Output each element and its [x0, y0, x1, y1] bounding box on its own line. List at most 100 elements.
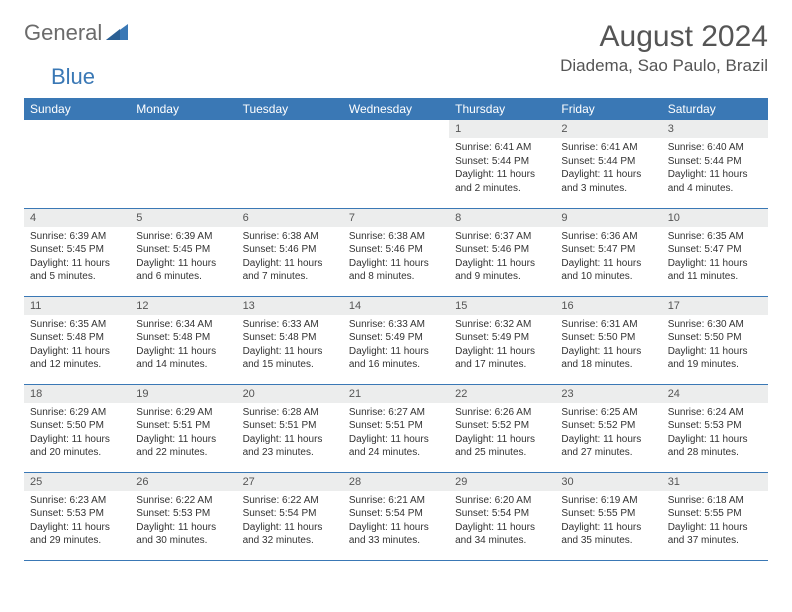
daylight-text: Daylight: 11 hours and 2 minutes. — [455, 168, 549, 195]
day-details: Sunrise: 6:33 AMSunset: 5:48 PMDaylight:… — [237, 315, 343, 376]
day-number: 20 — [237, 385, 343, 403]
daylight-text: Daylight: 11 hours and 11 minutes. — [668, 257, 762, 284]
daylight-text: Daylight: 11 hours and 20 minutes. — [30, 433, 124, 460]
calendar-day-cell: 24Sunrise: 6:24 AMSunset: 5:53 PMDayligh… — [662, 384, 768, 472]
calendar-week-row: 11Sunrise: 6:35 AMSunset: 5:48 PMDayligh… — [24, 296, 768, 384]
brand-triangle-icon — [106, 22, 128, 45]
day-number: 14 — [343, 297, 449, 315]
calendar-day-cell: 22Sunrise: 6:26 AMSunset: 5:52 PMDayligh… — [449, 384, 555, 472]
day-number: 18 — [24, 385, 130, 403]
sunrise-text: Sunrise: 6:37 AM — [455, 230, 549, 244]
calendar-day-cell: 10 Sunrise: 6:35 AMSunset: 5:47 PMDayligh… — [662, 208, 768, 296]
day-number: 13 — [237, 297, 343, 315]
calendar-day-cell: 1Sunrise: 6:41 AMSunset: 5:44 PMDaylight… — [449, 120, 555, 208]
day-details: Sunrise: 6:26 AMSunset: 5:52 PMDaylight:… — [449, 403, 555, 464]
day-number: 31 — [662, 473, 768, 491]
sunset-text: Sunset: 5:51 PM — [136, 419, 230, 433]
day-details: Sunrise: 6:30 AMSunset: 5:50 PMDaylight:… — [662, 315, 768, 376]
sunrise-text: Sunrise: 6:32 AM — [455, 318, 549, 332]
day-details: Sunrise: 6:33 AMSunset: 5:49 PMDaylight:… — [343, 315, 449, 376]
sunrise-text: Sunrise: 6:38 AM — [349, 230, 443, 244]
calendar-day-cell: 27Sunrise: 6:22 AMSunset: 5:54 PMDayligh… — [237, 472, 343, 560]
sunrise-text: Sunrise: 6:34 AM — [136, 318, 230, 332]
day-details: Sunrise: 6:28 AMSunset: 5:51 PMDaylight:… — [237, 403, 343, 464]
day-number — [130, 120, 236, 126]
day-number: 2 — [555, 120, 661, 138]
calendar-day-cell: 4Sunrise: 6:39 AMSunset: 5:45 PMDaylight… — [24, 208, 130, 296]
calendar-header-row: SundayMondayTuesdayWednesdayThursdayFrid… — [24, 98, 768, 120]
sunrise-text: Sunrise: 6:35 AM — [668, 230, 762, 244]
day-number: 5 — [130, 209, 236, 227]
sunset-text: Sunset: 5:49 PM — [455, 331, 549, 345]
sunrise-text: Sunrise: 6:41 AM — [455, 141, 549, 155]
day-number: 11 — [24, 297, 130, 315]
sunrise-text: Sunrise: 6:35 AM — [30, 318, 124, 332]
weekday-header: Friday — [555, 98, 661, 120]
sunset-text: Sunset: 5:52 PM — [455, 419, 549, 433]
daylight-text: Daylight: 11 hours and 3 minutes. — [561, 168, 655, 195]
daylight-text: Daylight: 11 hours and 14 minutes. — [136, 345, 230, 372]
sunrise-text: Sunrise: 6:26 AM — [455, 406, 549, 420]
calendar-day-cell: 16Sunrise: 6:31 AMSunset: 5:50 PMDayligh… — [555, 296, 661, 384]
sunrise-text: Sunrise: 6:36 AM — [561, 230, 655, 244]
calendar-day-cell: 18Sunrise: 6:29 AMSunset: 5:50 PMDayligh… — [24, 384, 130, 472]
month-title: August 2024 — [560, 20, 768, 54]
sunrise-text: Sunrise: 6:27 AM — [349, 406, 443, 420]
sunset-text: Sunset: 5:51 PM — [243, 419, 337, 433]
calendar-day-cell — [343, 120, 449, 208]
brand-part1: General — [24, 20, 102, 46]
daylight-text: Daylight: 11 hours and 17 minutes. — [455, 345, 549, 372]
sunrise-text: Sunrise: 6:28 AM — [243, 406, 337, 420]
daylight-text: Daylight: 11 hours and 12 minutes. — [30, 345, 124, 372]
daylight-text: Daylight: 11 hours and 37 minutes. — [668, 521, 762, 548]
sunset-text: Sunset: 5:54 PM — [243, 507, 337, 521]
sunrise-text: Sunrise: 6:31 AM — [561, 318, 655, 332]
day-details: Sunrise: 6:23 AMSunset: 5:53 PMDaylight:… — [24, 491, 130, 552]
sunset-text: Sunset: 5:45 PM — [30, 243, 124, 257]
day-details: Sunrise: 6:40 AMSunset: 5:44 PMDaylight:… — [662, 138, 768, 199]
calendar-day-cell: 5Sunrise: 6:39 AMSunset: 5:45 PMDaylight… — [130, 208, 236, 296]
sunrise-text: Sunrise: 6:18 AM — [668, 494, 762, 508]
calendar-day-cell: 29Sunrise: 6:20 AMSunset: 5:54 PMDayligh… — [449, 472, 555, 560]
day-number: 10 — [662, 209, 768, 227]
day-details: Sunrise: 6:18 AMSunset: 5:55 PMDaylight:… — [662, 491, 768, 552]
calendar-day-cell: 15Sunrise: 6:32 AMSunset: 5:49 PMDayligh… — [449, 296, 555, 384]
calendar-day-cell: 25Sunrise: 6:23 AMSunset: 5:53 PMDayligh… — [24, 472, 130, 560]
calendar-day-cell: 6Sunrise: 6:38 AMSunset: 5:46 PMDaylight… — [237, 208, 343, 296]
sunrise-text: Sunrise: 6:40 AM — [668, 141, 762, 155]
day-number: 24 — [662, 385, 768, 403]
calendar-table: SundayMondayTuesdayWednesdayThursdayFrid… — [24, 98, 768, 561]
sunset-text: Sunset: 5:50 PM — [668, 331, 762, 345]
sunset-text: Sunset: 5:47 PM — [668, 243, 762, 257]
day-number: 8 — [449, 209, 555, 227]
day-details: Sunrise: 6:25 AMSunset: 5:52 PMDaylight:… — [555, 403, 661, 464]
day-details: Sunrise: 6:41 AMSunset: 5:44 PMDaylight:… — [555, 138, 661, 199]
day-number: 7 — [343, 209, 449, 227]
sunrise-text: Sunrise: 6:41 AM — [561, 141, 655, 155]
daylight-text: Daylight: 11 hours and 10 minutes. — [561, 257, 655, 284]
daylight-text: Daylight: 11 hours and 34 minutes. — [455, 521, 549, 548]
location-text: Diadema, Sao Paulo, Brazil — [560, 56, 768, 76]
sunset-text: Sunset: 5:48 PM — [136, 331, 230, 345]
calendar-day-cell: 26Sunrise: 6:22 AMSunset: 5:53 PMDayligh… — [130, 472, 236, 560]
sunrise-text: Sunrise: 6:23 AM — [30, 494, 124, 508]
calendar-day-cell — [130, 120, 236, 208]
brand-logo: General — [24, 20, 130, 46]
day-number: 17 — [662, 297, 768, 315]
calendar-day-cell: 17Sunrise: 6:30 AMSunset: 5:50 PMDayligh… — [662, 296, 768, 384]
calendar-page: General August 2024 Diadema, Sao Paulo, … — [0, 0, 792, 571]
sunset-text: Sunset: 5:53 PM — [136, 507, 230, 521]
day-number — [24, 120, 130, 126]
daylight-text: Daylight: 11 hours and 23 minutes. — [243, 433, 337, 460]
sunrise-text: Sunrise: 6:29 AM — [136, 406, 230, 420]
day-details: Sunrise: 6:36 AMSunset: 5:47 PMDaylight:… — [555, 227, 661, 288]
sunset-text: Sunset: 5:46 PM — [455, 243, 549, 257]
sunset-text: Sunset: 5:46 PM — [349, 243, 443, 257]
day-details: Sunrise: 6:31 AMSunset: 5:50 PMDaylight:… — [555, 315, 661, 376]
calendar-day-cell: 30Sunrise: 6:19 AMSunset: 5:55 PMDayligh… — [555, 472, 661, 560]
day-number: 26 — [130, 473, 236, 491]
sunrise-text: Sunrise: 6:19 AM — [561, 494, 655, 508]
day-number: 19 — [130, 385, 236, 403]
day-details: Sunrise: 6:34 AMSunset: 5:48 PMDaylight:… — [130, 315, 236, 376]
daylight-text: Daylight: 11 hours and 16 minutes. — [349, 345, 443, 372]
